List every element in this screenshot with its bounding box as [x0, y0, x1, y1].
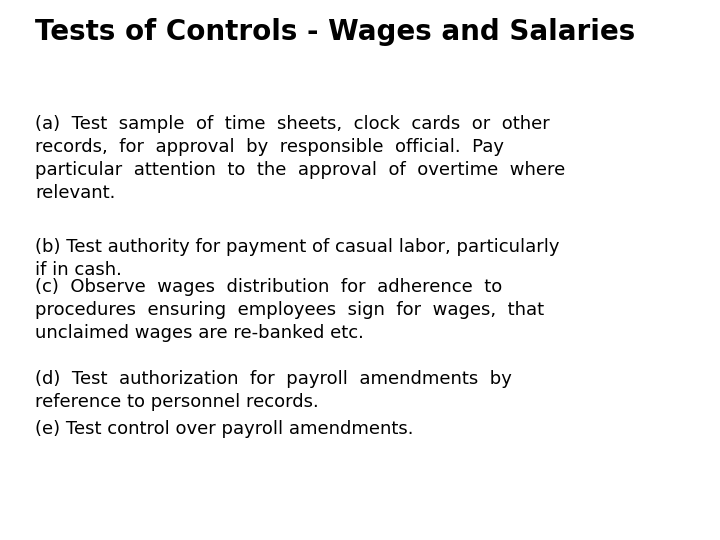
Text: (a)  Test  sample  of  time  sheets,  clock  cards  or  other
records,  for  app: (a) Test sample of time sheets, clock ca… — [35, 115, 565, 202]
Text: (b) Test authority for payment of casual labor, particularly
if in cash.: (b) Test authority for payment of casual… — [35, 238, 559, 279]
Text: (e) Test control over payroll amendments.: (e) Test control over payroll amendments… — [35, 420, 413, 438]
Text: Tests of Controls - Wages and Salaries: Tests of Controls - Wages and Salaries — [35, 18, 635, 46]
Text: (d)  Test  authorization  for  payroll  amendments  by
reference to personnel re: (d) Test authorization for payroll amend… — [35, 370, 512, 411]
Text: (c)  Observe  wages  distribution  for  adherence  to
procedures  ensuring  empl: (c) Observe wages distribution for adher… — [35, 278, 544, 342]
